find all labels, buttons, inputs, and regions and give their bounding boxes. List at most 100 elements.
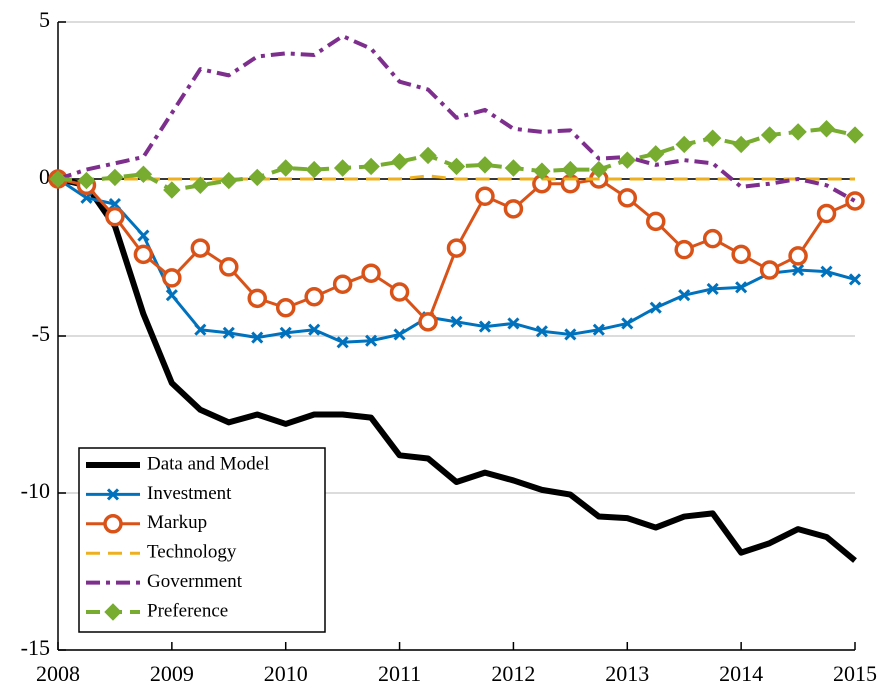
marker bbox=[247, 288, 267, 309]
legend-label: Data and Model bbox=[147, 453, 269, 474]
marker bbox=[418, 312, 438, 332]
marker bbox=[621, 317, 634, 330]
marker bbox=[277, 159, 295, 177]
x-tick-label: 2010 bbox=[264, 661, 308, 686]
x-tick-label: 2012 bbox=[491, 661, 535, 686]
x-tick-label: 2011 bbox=[378, 661, 421, 686]
y-tick-label: -15 bbox=[21, 635, 50, 660]
marker bbox=[504, 159, 523, 177]
marker bbox=[251, 331, 264, 344]
legend-box bbox=[78, 447, 326, 633]
marker bbox=[219, 257, 239, 277]
marker bbox=[535, 325, 548, 338]
y-tick-label: 0 bbox=[39, 164, 50, 189]
marker bbox=[279, 326, 292, 339]
marker bbox=[106, 488, 120, 501]
marker bbox=[77, 171, 96, 190]
marker bbox=[305, 160, 323, 179]
legend-label: Technology bbox=[147, 542, 237, 563]
marker bbox=[564, 328, 577, 341]
y-tick-label: 5 bbox=[39, 7, 50, 32]
marker bbox=[561, 160, 580, 179]
marker bbox=[134, 165, 153, 183]
marker bbox=[646, 211, 666, 232]
marker bbox=[333, 159, 352, 177]
marker bbox=[845, 191, 865, 211]
marker bbox=[304, 287, 324, 307]
marker bbox=[332, 274, 353, 294]
x-tick-label: 2009 bbox=[150, 661, 194, 686]
marker bbox=[590, 160, 608, 179]
marker bbox=[108, 198, 121, 211]
marker bbox=[846, 126, 864, 144]
marker bbox=[163, 181, 181, 199]
marker bbox=[390, 153, 409, 171]
marker bbox=[165, 289, 178, 302]
marker bbox=[162, 268, 182, 288]
marker bbox=[592, 323, 605, 336]
marker bbox=[848, 273, 862, 286]
marker bbox=[760, 126, 779, 144]
marker bbox=[816, 203, 837, 224]
marker bbox=[194, 323, 207, 336]
marker bbox=[133, 244, 154, 265]
marker bbox=[533, 162, 551, 180]
marker bbox=[106, 168, 124, 187]
marker bbox=[702, 228, 723, 249]
marker bbox=[220, 171, 238, 190]
marker bbox=[248, 168, 266, 187]
series-line bbox=[58, 174, 855, 181]
marker bbox=[647, 145, 665, 163]
marker bbox=[788, 246, 808, 266]
marker bbox=[80, 191, 93, 204]
marker bbox=[389, 282, 410, 302]
x-tick-label: 2013 bbox=[605, 661, 649, 686]
marker bbox=[393, 328, 406, 341]
marker bbox=[820, 265, 833, 278]
x-tick-label: 2008 bbox=[36, 661, 80, 686]
legend: Data and Model Investment Markup Technology… bbox=[78, 447, 326, 633]
marker bbox=[649, 301, 662, 314]
marker bbox=[275, 297, 296, 318]
marker bbox=[503, 199, 524, 219]
marker bbox=[732, 135, 750, 154]
series-line bbox=[57, 34, 856, 203]
x-tick-label: 2014 bbox=[719, 661, 763, 686]
marker bbox=[361, 263, 381, 283]
marker bbox=[674, 239, 694, 260]
legend-label: Investment bbox=[147, 483, 232, 504]
marker bbox=[103, 514, 123, 534]
marker bbox=[476, 156, 494, 174]
marker bbox=[759, 260, 780, 280]
marker bbox=[731, 244, 751, 265]
marker bbox=[105, 206, 125, 227]
marker bbox=[222, 326, 235, 339]
series-line bbox=[57, 176, 857, 563]
marker bbox=[675, 135, 693, 154]
marker bbox=[706, 282, 719, 295]
x-tick-label: 2015 bbox=[833, 661, 877, 686]
marker bbox=[735, 281, 748, 294]
marker bbox=[618, 151, 636, 169]
marker bbox=[792, 263, 805, 277]
legend-label: Preference bbox=[147, 600, 228, 621]
marker bbox=[789, 123, 807, 141]
marker bbox=[191, 176, 210, 194]
marker bbox=[817, 120, 836, 138]
marker bbox=[507, 317, 520, 330]
marker bbox=[447, 157, 466, 176]
marker bbox=[419, 146, 437, 165]
marker bbox=[308, 323, 321, 336]
y-tick-label: -10 bbox=[21, 478, 50, 503]
marker bbox=[137, 229, 150, 242]
marker bbox=[365, 334, 378, 347]
marker bbox=[450, 315, 463, 328]
legend-label: Government bbox=[147, 571, 243, 592]
marker bbox=[362, 157, 380, 176]
marker bbox=[703, 129, 722, 147]
y-tick-label: -5 bbox=[32, 321, 50, 346]
legend-label: Markup bbox=[147, 512, 207, 533]
marker bbox=[617, 188, 638, 208]
marker bbox=[190, 238, 211, 258]
